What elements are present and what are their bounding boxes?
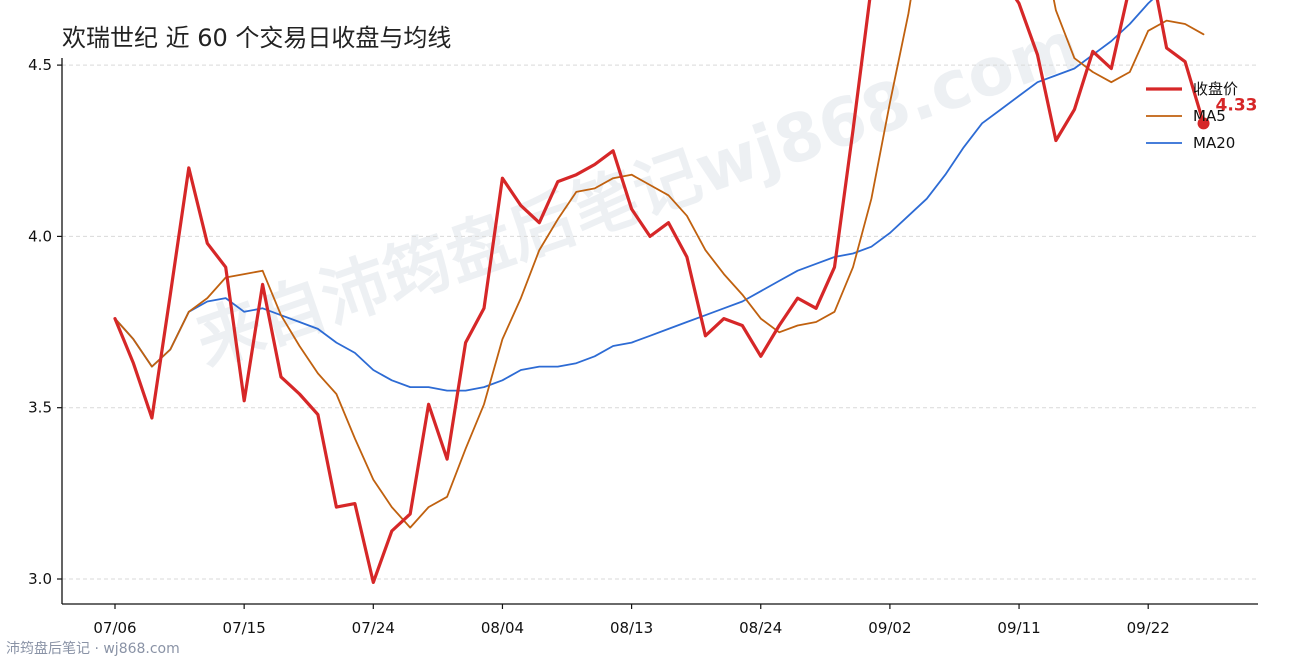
series-line-ma5 [114, 0, 1205, 529]
watermark-text: 来自沛筠盘后笔记wj868.com [187, 6, 1089, 381]
series-line-ma20 [114, 0, 1154, 392]
x-tick-label: 09/11 [997, 619, 1040, 637]
watermark: 来自沛筠盘后笔记wj868.com [187, 6, 1089, 381]
legend-label: 收盘价 [1193, 80, 1238, 98]
chart-title: 欢瑞世纪 近 60 个交易日收盘与均线 [62, 24, 452, 52]
legend-label: MA5 [1193, 107, 1226, 125]
x-tick-label: 07/24 [352, 619, 395, 637]
legend-label: MA20 [1193, 134, 1235, 152]
y-tick-label: 3.5 [28, 399, 52, 417]
x-tick-label: 09/22 [1127, 619, 1170, 637]
y-tick-label: 3.0 [28, 570, 52, 588]
x-tick-label: 08/13 [610, 619, 653, 637]
grid [62, 64, 1258, 580]
series-line-close [113, 0, 1206, 585]
y-tick-label: 4.0 [28, 227, 52, 245]
last-value-label: 4.33 [1216, 95, 1258, 115]
y-tick-label: 4.5 [28, 56, 52, 74]
x-tick-label: 07/15 [223, 619, 266, 637]
x-tick-label: 07/06 [93, 619, 136, 637]
footer-credit: 沛筠盘后笔记 · wj868.com [6, 641, 180, 657]
series-lines: 4.33 [113, 0, 1258, 585]
last-point-marker [1197, 117, 1210, 130]
legend: 收盘价 MA5 MA20 [1146, 80, 1238, 152]
x-tick-label: 08/24 [739, 619, 782, 637]
x-tick-label: 09/02 [868, 619, 911, 637]
x-tick-label: 08/04 [481, 619, 524, 637]
axes: 3.03.54.04.55.05.56.007/0607/1507/2408/0… [28, 56, 1258, 637]
